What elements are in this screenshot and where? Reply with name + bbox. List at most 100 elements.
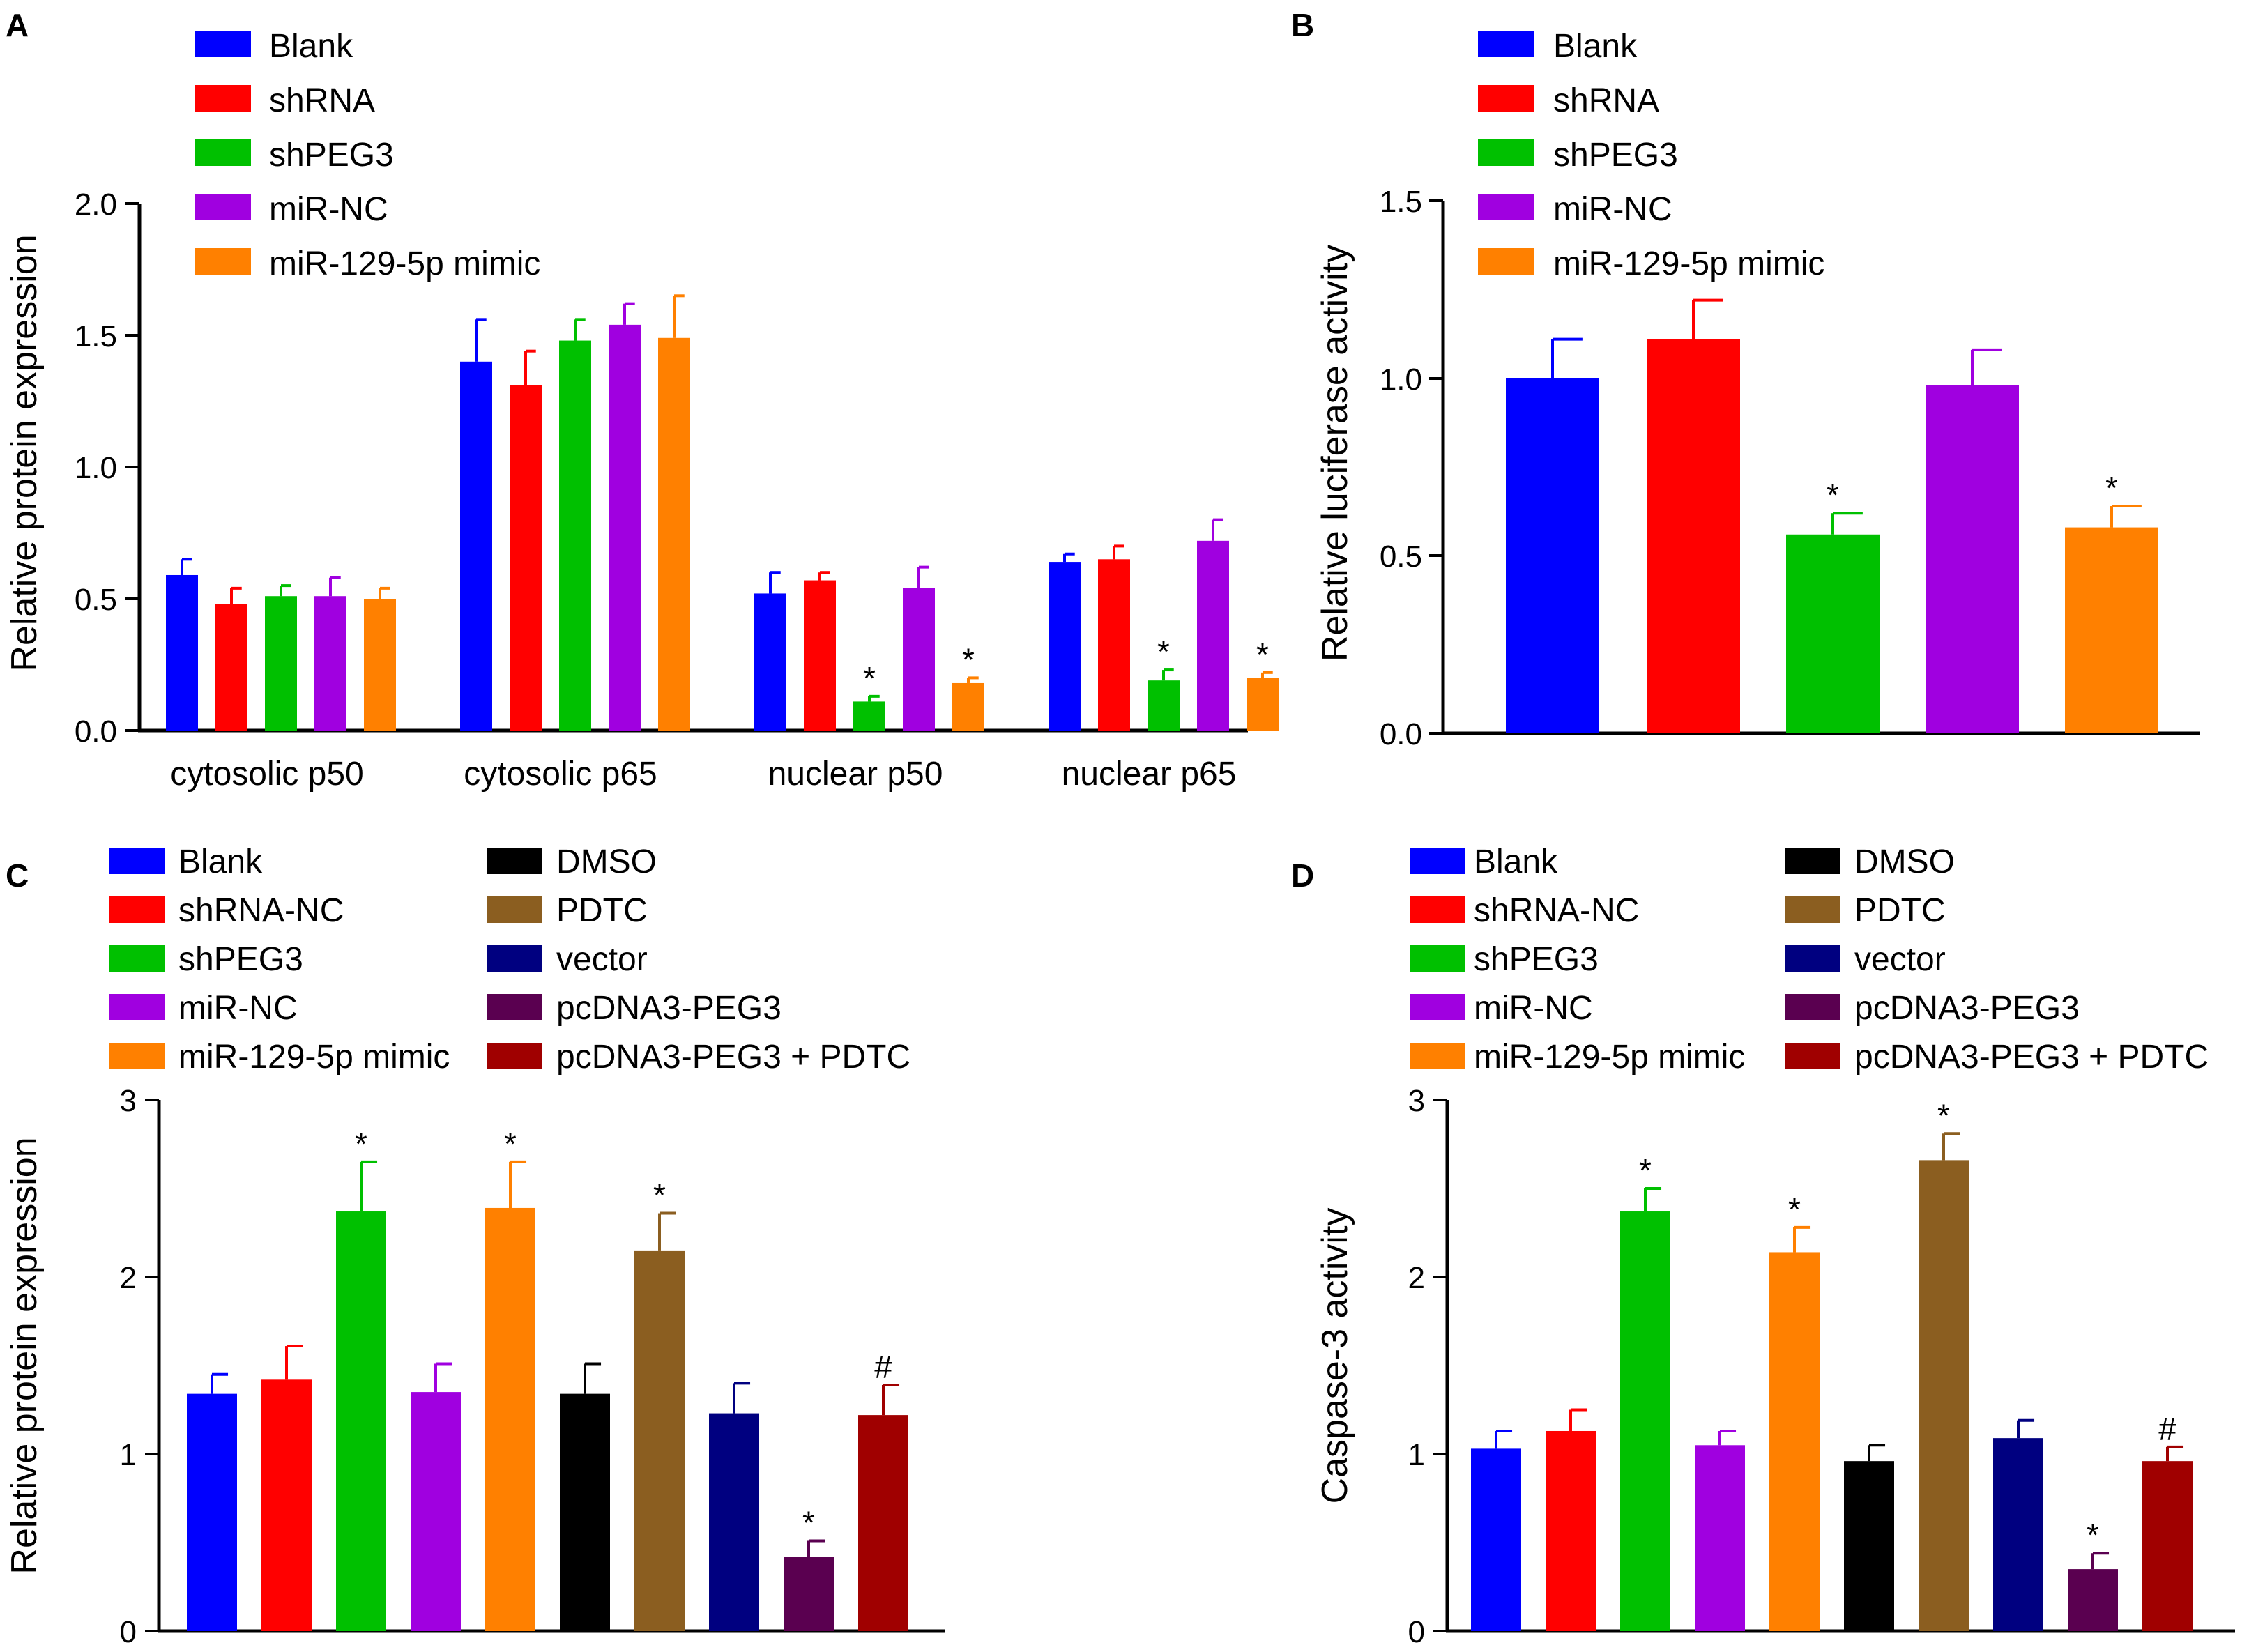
panel-a-shpeg3-3-bar [1148, 680, 1180, 731]
panel-c-label: C [6, 857, 29, 894]
panel-d-2-significance: * [1639, 1152, 1652, 1188]
panel-a-blank-2-bar [754, 593, 786, 731]
panel-b-ylabel: Relative luciferase activity [1315, 245, 1355, 661]
panel-b-ytick-label: 1.5 [1380, 185, 1422, 219]
legend-label-c-pdtc: PDTC [556, 892, 648, 929]
panel-a-ytick-label: 0.0 [75, 714, 117, 749]
panel-a-mir-129-5p-mimic-1-bar [658, 337, 690, 731]
panel-a-mir-nc-0-bar [314, 596, 346, 731]
legend-label-c-blank: Blank [178, 843, 263, 880]
legend-swatch-b-mimic [1478, 248, 1534, 275]
panel-a-shpeg3-1-bar [559, 340, 591, 731]
panel-b-legend: Blank shRNA shPEG3 miR-NC miR-129-5p mim… [1478, 28, 1824, 282]
panel-c-ytick-label: 2 [120, 1261, 137, 1295]
legend-swatch-b-shrna [1478, 85, 1534, 112]
panel-d-axes: 0 1 2 3 [1408, 1084, 2235, 1649]
panel-c-2-significance: * [355, 1126, 367, 1162]
panel-a-blank-0-bar [166, 574, 198, 731]
panel-c-6-significance: * [653, 1177, 666, 1214]
panel-d-ytick-label: 3 [1408, 1084, 1425, 1118]
panel-b-ytick-label: 0.0 [1380, 717, 1422, 751]
legend-swatch-a-shrna [195, 85, 251, 112]
panel-d-7-bar [1993, 1438, 2043, 1631]
panel-c-ytick-label: 3 [120, 1084, 137, 1118]
panel-c-9-significance: # [874, 1349, 892, 1385]
legend-label-b-mimic: miR-129-5p mimic [1553, 245, 1824, 282]
panel-b-4-significance: * [2105, 470, 2118, 506]
legend-label-c-pcdna3-peg3-pdtc: pcDNA3-PEG3 + PDTC [556, 1039, 910, 1076]
legend-swatch-d-mimic [1410, 1043, 1465, 1069]
panel-a-mir-129-5p-mimic-2-bar [952, 682, 984, 731]
panel-a-bars: * * * * [166, 294, 1279, 731]
legend-swatch-d-shrna-nc [1410, 896, 1465, 923]
legend-swatch-c-pdtc [487, 896, 542, 923]
panel-a-axes: 0.0 0.5 1.0 1.5 2.0 cytosolic p50 cytoso… [75, 188, 1248, 793]
legend-swatch-a-shpeg3 [195, 139, 251, 166]
panel-a-category-label: nuclear p65 [1062, 756, 1237, 793]
panel-a-ytick-label: 1.0 [75, 451, 117, 485]
panel-d-bars: * * * * # [1471, 1097, 2193, 1631]
panel-b-bars: * * [1506, 298, 2158, 733]
panel-d-4-significance: * [1788, 1191, 1801, 1227]
legend-swatch-b-shpeg3 [1478, 139, 1534, 166]
panel-b-4-bar [2065, 527, 2158, 733]
legend-swatch-b-mir-nc [1478, 194, 1534, 220]
panel-a-mir-nc-2-bar [903, 588, 935, 731]
panel-a-category-label: cytosolic p65 [464, 756, 657, 793]
legend-swatch-c-mir-nc [109, 994, 165, 1020]
panel-b-1-bar [1647, 339, 1740, 733]
panel-a-ytick-label: 1.5 [75, 319, 117, 353]
panel-c-bars: * * * * # [187, 1126, 908, 1631]
legend-swatch-c-shpeg3 [109, 945, 165, 972]
legend-swatch-d-shpeg3 [1410, 945, 1465, 972]
panel-c-3-bar [411, 1392, 461, 1631]
legend-label-c-mir-nc: miR-NC [178, 990, 298, 1027]
legend-label-d-pcdna3-peg3-pdtc: pcDNA3-PEG3 + PDTC [1854, 1039, 2209, 1076]
panel-d-6-significance: * [1937, 1097, 1950, 1133]
panel-a-shrna-2-bar [804, 580, 836, 731]
panel-d-9-bar [2142, 1461, 2193, 1631]
legend-swatch-a-mimic [195, 248, 251, 275]
panel-c-6-bar [634, 1250, 685, 1631]
panel-a-shrna-3-bar [1098, 559, 1130, 731]
panel-c-4-bar [485, 1207, 535, 1631]
panel-a-shpeg3-0-bar [265, 596, 297, 731]
panel-d-4-bar [1769, 1252, 1820, 1631]
panel-b-ytick-label: 0.5 [1380, 540, 1422, 574]
legend-label-b-mir-nc: miR-NC [1553, 191, 1672, 228]
panel-a-ylabel: Relative protein expression [4, 234, 45, 671]
panel-d-6-bar [1919, 1160, 1969, 1631]
panel-c-0-bar [187, 1393, 237, 1631]
legend-swatch-c-dmso [487, 848, 542, 874]
legend-label-d-vector: vector [1854, 941, 1946, 978]
panel-c-8-significance: * [802, 1504, 815, 1540]
panel-a-shpeg3-3-significance: * [1157, 634, 1170, 670]
panel-d-ylabel: Caspase-3 activity [1315, 1208, 1355, 1504]
panel-a-label: A [6, 7, 29, 43]
panel-a-ytick-label: 0.5 [75, 583, 117, 617]
legend-swatch-d-mir-nc [1410, 994, 1465, 1020]
legend-swatch-c-vector [487, 945, 542, 972]
panel-d-3-bar [1695, 1445, 1745, 1631]
panel-d-label: D [1291, 857, 1314, 894]
panel-c-ytick-label: 1 [120, 1438, 137, 1472]
legend-swatch-b-blank [1478, 31, 1534, 57]
panel-b-0-bar [1506, 378, 1599, 733]
legend-label-d-dmso: DMSO [1854, 843, 1955, 880]
legend-swatch-d-pdtc [1785, 896, 1840, 923]
panel-b-2-significance: * [1827, 477, 1839, 513]
panel-d-ytick-label: 2 [1408, 1261, 1425, 1295]
panel-c-8-bar [784, 1557, 834, 1631]
panel-d-1-bar [1546, 1430, 1596, 1631]
legend-label-a-blank: Blank [269, 28, 353, 65]
legend-swatch-c-pcdna3-peg3 [487, 994, 542, 1020]
panel-a-ytick-label: 2.0 [75, 188, 117, 222]
panel-d-ytick-label: 0 [1408, 1615, 1425, 1649]
legend-swatch-d-pcdna3-peg3 [1785, 994, 1840, 1020]
legend-label-b-shrna: shRNA [1553, 82, 1659, 119]
legend-swatch-c-blank [109, 848, 165, 874]
panel-a-mir-129-5p-mimic-3-bar [1247, 678, 1279, 731]
legend-swatch-c-shrna-nc [109, 896, 165, 923]
panel-c-9-bar [858, 1415, 908, 1631]
panel-a-shrna-1-bar [510, 385, 542, 731]
